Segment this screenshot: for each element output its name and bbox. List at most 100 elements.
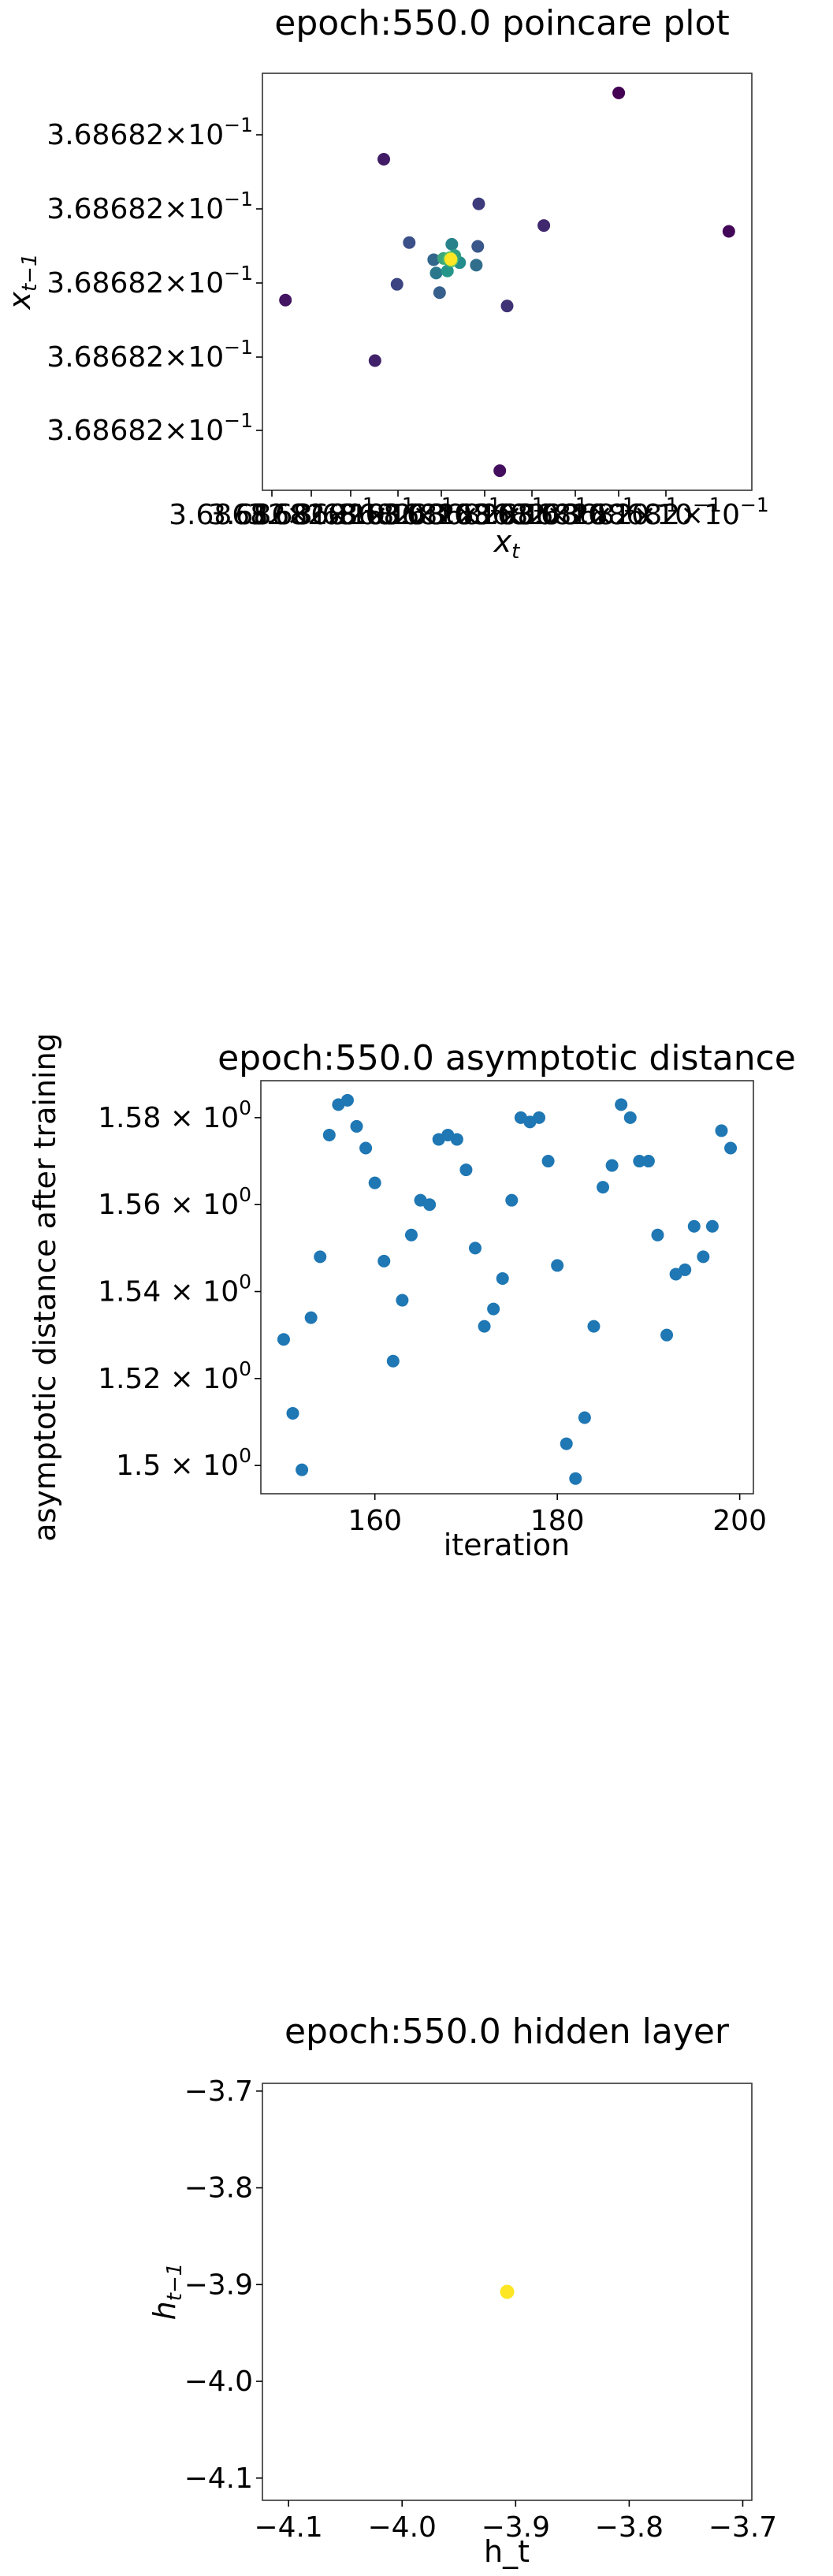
poincare-x-tick-label: 3.68682×10−1 [515,493,722,531]
asymptotic-point [615,1098,628,1111]
hidden-layer-y-tick-label: −3.8 [184,2172,253,2205]
hidden-layer-x-tick-label: −3.8 [595,2511,664,2544]
asymptotic-point [404,1228,418,1241]
hidden-layer-points [500,2284,515,2299]
asymptotic-y-label: asymptotic distance after training [28,1033,62,1542]
asymptotic-point [386,1354,400,1368]
asymptotic-point [687,1219,701,1233]
asymptotic-point [296,1463,309,1476]
asymptotic-points [277,1093,738,1485]
poincare-x-ticks: 3.68682×10−13.68682×10−13.68682×10−13.68… [169,490,769,531]
asymptotic-point [633,1155,646,1168]
asymptotic-plot-frame [260,1080,754,1495]
poincare-x-tick-label: 3.68682×10−1 [208,493,415,531]
hidden-layer-x-tick-label: −4.1 [254,2511,322,2544]
asymptotic-point [450,1133,463,1146]
asymptotic-x-tick-label: 200 [712,1505,767,1537]
asymptotic-point [286,1406,299,1420]
poincare-point [470,259,483,272]
hidden-layer-x-label: h_t [484,2534,530,2569]
asymptotic-point [487,1302,500,1316]
poincare-x-tick-label: 3.68682×10−1 [169,493,375,531]
hidden-layer-x-tick-label: −3.9 [482,2511,550,2544]
hidden-layer-chart-title: epoch:550.0 hidden layer [284,2012,730,2052]
hidden-layer-y-tick-label: −4.1 [184,2462,253,2495]
asymptotic-point [705,1219,719,1233]
asymptotic-point [340,1093,354,1107]
asymptotic-point [304,1311,318,1324]
poincare-y-tick-label: 3.68682×10−1 [46,188,253,225]
hidden-layer-y-tick-label: −3.9 [184,2269,253,2301]
hidden-layer-x-ticks: −4.1 −4.0 −3.9 −3.8 −3.7 [254,2500,777,2544]
asymptotic-point [551,1259,564,1272]
poincare-y-tick-label: 3.68682×10−1 [46,409,253,447]
asymptotic-point [724,1141,738,1155]
poincare-point [500,300,514,313]
asymptotic-point [605,1159,619,1172]
asymptotic-point [314,1250,327,1264]
poincare-x-tick-label: 3.68682×10−1 [247,493,454,531]
asymptotic-y-tick-label: 1.54 × 100 [98,1271,251,1308]
asymptotic-x-label: iteration [444,1528,571,1562]
asymptotic-x-tick-label: 180 [530,1505,585,1537]
poincare-point [471,240,485,253]
hidden-layer-y-label: ht−1 [147,2263,187,2321]
poincare-point [279,293,292,307]
asymptotic-y-tick-label: 1.52 × 100 [98,1357,251,1395]
poincare-y-ticks: 3.68682×10−1 3.68682×10−1 3.68682×10−1 3.68… [46,114,262,447]
poincare-point [493,464,507,478]
poincare-y-tick-label: 3.68682×10−1 [46,336,253,374]
hidden-layer-y-tick-label: −4.0 [184,2366,253,2398]
poincare-y-label: xt−1 [2,253,42,310]
asymptotic-point [496,1271,509,1285]
poincare-point [612,86,626,99]
asymptotic-point [505,1193,519,1207]
asymptotic-chart-title: epoch:550.0 asymptotic distance [218,1038,796,1078]
poincare-chart: epoch:550.0 poincare plot 3.68682×10−13.… [2,3,769,564]
asymptotic-y-tick-label: 1.5 × 100 [116,1444,251,1482]
poincare-x-tick-label: 3.68682×10−1 [295,493,501,531]
asymptotic-point [578,1411,591,1424]
poincare-y-tick-label: 3.68682×10−1 [46,114,253,151]
poincare-point [377,152,391,166]
asymptotic-point [368,1176,381,1189]
poincare-point [441,264,454,277]
poincare-x-tick-label: 3.68682×10−1 [429,493,635,531]
asymptotic-point [277,1333,290,1346]
asymptotic-point [533,1111,546,1124]
asymptotic-y-ticks: 1.5 × 100 1.52 × 100 1.54 × 100 1.56 × 100 1… [98,1096,261,1482]
asymptotic-point [569,1472,582,1485]
asymptotic-point [396,1294,409,1307]
poincare-point [368,354,381,367]
hidden-layer-y-ticks: −4.1 −4.0 −3.9 −3.8 −3.7 [184,2075,262,2495]
hidden-layer-y-tick-label: −3.7 [184,2075,253,2108]
poincare-point [430,266,443,280]
asymptotic-point [623,1111,637,1124]
asymptotic-point [660,1328,674,1342]
asymptotic-point [641,1155,655,1168]
poincare-point [445,237,459,251]
asymptotic-point [587,1320,601,1333]
poincare-chart-title: epoch:550.0 poincare plot [274,3,729,43]
asymptotic-chart: epoch:550.0 asymptotic distance 1.5 × 10… [28,1033,796,1562]
asymptotic-point [459,1163,473,1177]
asymptotic-point [359,1141,373,1155]
hidden-layer-point [500,2284,515,2299]
asymptotic-point [322,1128,336,1141]
poincare-x-tick-label: 3.68682×10−1 [563,493,769,531]
poincare-point [403,236,416,249]
asymptotic-point [651,1228,664,1241]
asymptotic-point [697,1250,710,1264]
poincare-point [433,286,446,300]
hidden-layer-x-tick-label: −4.0 [368,2511,437,2544]
asymptotic-x-tick-label: 160 [348,1505,402,1537]
asymptotic-point [560,1437,573,1450]
poincare-point [537,219,551,233]
poincare-x-tick-label: 3.68682×10−1 [338,493,545,531]
hidden-layer-x-tick-label: −3.7 [708,2511,777,2544]
asymptotic-point [679,1263,692,1276]
asymptotic-point [350,1119,363,1133]
poincare-plot-frame [262,73,753,491]
poincare-y-tick-label: 3.68682×10−1 [46,262,253,300]
